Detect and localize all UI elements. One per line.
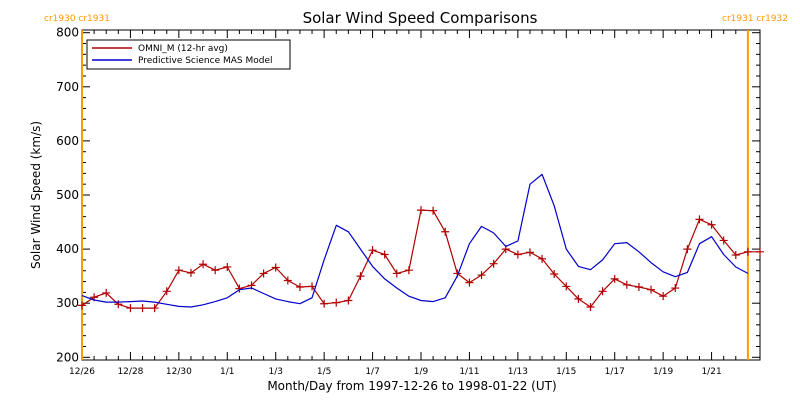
x-tick-label: 1/15 <box>556 367 576 377</box>
y-tick-label: 200 <box>56 350 79 364</box>
data-point <box>380 250 389 259</box>
data-point <box>211 266 220 275</box>
data-point <box>610 274 619 283</box>
data-point <box>756 247 764 256</box>
data-point <box>356 272 365 281</box>
data-point <box>683 245 692 254</box>
legend-entry: OMNI_M (12-hr avg) <box>138 44 228 54</box>
data-point <box>695 215 704 224</box>
x-tick-label: 1/7 <box>365 367 379 377</box>
plot-area-border <box>81 29 761 361</box>
data-point <box>477 271 486 280</box>
plot-frame <box>81 29 761 361</box>
y-axis-label: Solar Wind Speed (km/s) <box>29 121 43 269</box>
data-point <box>138 304 147 313</box>
x-tick-label: 12/26 <box>69 367 95 377</box>
data-point <box>441 227 450 236</box>
data-point <box>295 282 304 291</box>
data-point <box>126 304 135 313</box>
x-tick-label: 1/9 <box>414 367 429 377</box>
data-point <box>235 284 244 293</box>
x-tick-label: 12/28 <box>117 367 143 377</box>
data-point <box>634 282 643 291</box>
data-point <box>719 236 728 245</box>
x-tick-label: 1/19 <box>653 367 673 377</box>
carrington-label: cr1931 cr1932 <box>722 14 788 24</box>
data-point <box>186 268 195 277</box>
x-tick-label: 1/13 <box>508 367 528 377</box>
data-point <box>622 280 631 289</box>
data-point <box>392 269 401 278</box>
x-axis-label: Month/Day from 1997-12-26 to 1998-01-22 … <box>267 379 556 393</box>
y-tick-label: 300 <box>56 296 79 310</box>
data-point <box>550 269 559 278</box>
data-point <box>513 250 522 259</box>
data-point <box>259 269 268 278</box>
x-tick-label: 1/5 <box>317 367 331 377</box>
carrington-label: cr1930 cr1931 <box>44 14 110 24</box>
chart-title: Solar Wind Speed Comparisons <box>303 9 538 27</box>
data-point <box>368 246 377 255</box>
data-point <box>150 304 159 313</box>
data-point <box>223 262 232 271</box>
x-tick-label: 1/11 <box>459 367 479 377</box>
legend-entry: Predictive Science MAS Model <box>138 56 273 66</box>
data-point <box>102 288 111 297</box>
data-point <box>743 247 752 256</box>
series-line <box>81 209 760 309</box>
data-point <box>320 299 329 308</box>
data-point <box>659 292 668 301</box>
data-point <box>707 220 716 229</box>
data-point <box>271 263 280 272</box>
data-point <box>417 206 425 215</box>
legend: OMNI_M (12-hr avg) Predictive Science MAS… <box>86 39 291 70</box>
data-point <box>283 276 292 285</box>
data-point <box>586 302 595 311</box>
y-tick-label: 400 <box>56 242 79 256</box>
data-point <box>562 282 571 291</box>
data-point <box>344 296 353 305</box>
data-point <box>489 259 498 268</box>
y-tick-label: 500 <box>56 188 79 202</box>
data-point <box>671 284 680 293</box>
y-tick-label: 700 <box>56 80 79 94</box>
legend-box <box>86 39 291 70</box>
data-point <box>525 248 534 257</box>
x-tick-label: 1/3 <box>268 367 282 377</box>
data-point <box>404 266 413 275</box>
x-tick-label: 1/17 <box>605 367 625 377</box>
series-line <box>81 173 749 308</box>
x-tick-label: 1/1 <box>220 367 234 377</box>
y-tick-label: 800 <box>56 26 79 40</box>
data-point <box>78 301 86 310</box>
data-point <box>574 294 583 303</box>
x-tick-label: 12/30 <box>166 367 192 377</box>
data-point <box>731 251 740 260</box>
data-point <box>598 287 607 296</box>
data-point <box>465 278 474 287</box>
data-point <box>429 206 438 215</box>
data-point <box>174 266 183 275</box>
data-point <box>162 287 171 296</box>
data-point <box>647 285 656 294</box>
data-point <box>332 298 341 307</box>
y-axis-ticks: 200 300 400 500 600 700 800 <box>56 26 760 364</box>
data-point <box>538 254 547 263</box>
y-tick-label: 600 <box>56 134 79 148</box>
data-point <box>308 282 317 291</box>
data-point <box>199 260 208 269</box>
x-axis-ticks: 12/26 12/28 12/30 1/1 1/3 1/5 1/7 1/9 1/11 1/13 1/… <box>69 30 749 377</box>
series-layer <box>78 173 764 313</box>
x-tick-label: 1/21 <box>701 367 721 377</box>
